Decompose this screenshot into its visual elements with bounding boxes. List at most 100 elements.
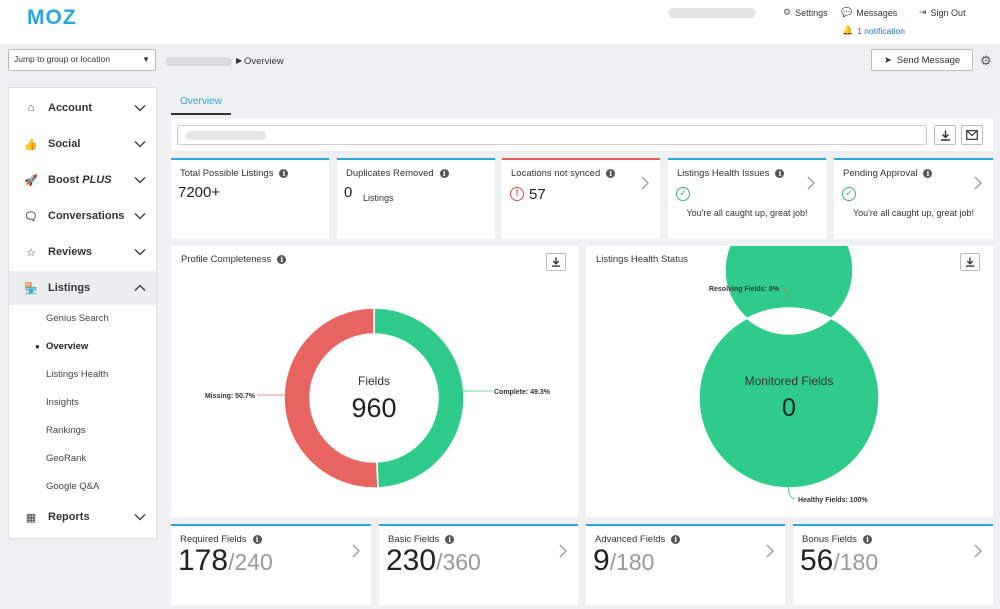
advanced-fields-card[interactable]: Advanced Fields i 9/180	[586, 524, 785, 605]
card-title: Bonus Fields	[802, 534, 857, 545]
sidebar-sub-genius-search[interactable]: Genius Search	[46, 313, 109, 324]
page-settings-gear-icon[interactable]: ⚙	[980, 53, 992, 68]
download-chart-button[interactable]	[546, 253, 566, 271]
sidebar-sub-listings-health[interactable]: Listings Health	[46, 369, 109, 380]
download-chart-button[interactable]	[960, 253, 980, 271]
toolbar: Jump to group or location ▼ ▶ Overview ➤…	[0, 44, 1000, 78]
chevron-down-icon	[134, 249, 146, 256]
resolving-leader-line	[781, 287, 789, 301]
chevron-up-icon	[134, 284, 146, 291]
profile-slice-complete[interactable]	[373, 307, 465, 489]
card-title: Basic Fields	[388, 534, 440, 545]
download-icon	[965, 257, 975, 267]
sidebar-item-label: Account	[48, 102, 92, 114]
basic-fields-card[interactable]: Basic Fields i 230/360	[379, 524, 578, 605]
stat-value: 230	[386, 544, 437, 577]
notification-label: 1 notification	[857, 25, 905, 36]
sidebar-sub-rankings[interactable]: Rankings	[46, 425, 86, 436]
filter-row	[171, 119, 993, 151]
sidebar-item-account[interactable]: ⌂ Account	[9, 91, 156, 125]
check-circle-icon: ✓	[676, 187, 690, 201]
filter-value-redacted	[186, 131, 266, 140]
locations-not-synced-card[interactable]: Locations not synced i ! 57	[502, 158, 660, 239]
moz-logo[interactable]: MOZ	[27, 6, 77, 29]
bonus-fields-card[interactable]: Bonus Fields i 56/180	[793, 524, 993, 605]
jump-to-location-select[interactable]: Jump to group or location ▼	[8, 49, 156, 71]
required-fields-card[interactable]: Required Fields i 178/240	[171, 524, 371, 605]
caught-up-message: You're all caught up, great job!	[853, 208, 974, 218]
location-filter-input[interactable]	[177, 125, 927, 145]
info-icon[interactable]: i	[439, 169, 449, 178]
info-icon[interactable]: i	[671, 535, 681, 544]
info-icon[interactable]: i	[606, 169, 616, 178]
send-message-label: Send Message	[896, 54, 961, 66]
star-icon: ☆	[26, 246, 36, 259]
chevron-down-icon	[134, 514, 146, 521]
info-icon[interactable]: i	[445, 535, 455, 544]
gear-icon: ⚙	[783, 7, 792, 17]
download-icon	[551, 257, 561, 267]
card-title: Required Fields	[180, 534, 247, 545]
info-icon[interactable]: i	[923, 169, 933, 178]
profile-completeness-donut: Missing: 50.7% Complete: 49.3% Fields 96…	[205, 307, 551, 489]
info-icon[interactable]: i	[862, 535, 872, 544]
sign-out-label: Sign Out	[930, 7, 966, 18]
sign-out-link[interactable]: ⇥ Sign Out	[919, 7, 966, 18]
sidebar-sub-overview[interactable]: Overview	[46, 341, 89, 352]
healthy-leader-line	[787, 483, 796, 500]
not-synced-value: 57	[529, 186, 546, 203]
pending-approval-card[interactable]: Pending Approval i ✓ You're all caught u…	[834, 158, 993, 239]
sidebar-item-social[interactable]: 👍 Social	[9, 127, 156, 161]
chevron-right-icon	[352, 544, 360, 558]
info-icon[interactable]: i	[279, 169, 289, 178]
donut-center-label: Fields	[358, 374, 390, 388]
listings-health-issues-card[interactable]: Listings Health Issues i ✓ You're all ca…	[668, 158, 826, 239]
chevron-right-icon	[559, 544, 567, 558]
sidebar-item-label: Conversations	[48, 210, 125, 222]
sidebar-item-reviews[interactable]: ☆ Reviews	[9, 235, 156, 269]
card-title: Locations not synced	[511, 168, 601, 179]
jump-select-text: Jump to group or location	[14, 54, 110, 64]
complete-label: Complete: 49.3%	[494, 389, 551, 396]
duplicates-value: 0	[344, 184, 353, 201]
info-icon[interactable]: i	[277, 255, 287, 264]
notification-link[interactable]: 🔔 1 notification	[842, 25, 905, 36]
breadcrumb-caret-icon: ▶	[236, 56, 243, 65]
donut-center-label: Monitored Fields	[745, 374, 834, 388]
sidebar-sub-google-qa[interactable]: Google Q&A	[46, 481, 100, 492]
sidebar-item-reports[interactable]: ▦ Reports	[9, 500, 156, 534]
rocket-icon: 🚀	[24, 174, 38, 187]
caught-up-message: You're all caught up, great job!	[686, 208, 808, 218]
sidebar-item-conversations[interactable]: 🗨 Conversations	[9, 199, 156, 233]
settings-link[interactable]: ⚙ Settings	[783, 7, 828, 18]
sidebar-sub-insights[interactable]: Insights	[46, 397, 79, 408]
profile-slice-missing[interactable]	[283, 307, 379, 489]
total-listings-value: 7200+	[178, 184, 221, 201]
alert-circle-icon: !	[510, 187, 524, 201]
caret-down-icon: ▼	[142, 55, 150, 64]
donut-center-value: 0	[782, 394, 796, 422]
total-listings-card: Total Possible Listings i 7200+	[171, 158, 329, 239]
send-message-button[interactable]: ➤ Send Message	[871, 49, 973, 71]
envelope-icon	[966, 130, 978, 140]
sidebar-item-boost-plus[interactable]: 🚀 Boost PLUS	[9, 163, 156, 197]
stat-value: 9	[593, 544, 610, 577]
sidebar-sub-georank[interactable]: GeoRank	[46, 453, 87, 464]
listings-health-donut: Resolving Fields: 0% Healthy Fields: 100…	[698, 246, 880, 504]
chevron-right-icon	[641, 176, 649, 190]
info-icon[interactable]: i	[252, 535, 262, 544]
email-button[interactable]	[961, 125, 983, 145]
stat-value: 56	[800, 544, 834, 577]
sidebar-item-label: Social	[48, 138, 81, 150]
breadcrumb-location-redacted[interactable]	[166, 57, 232, 66]
download-button[interactable]	[934, 125, 956, 145]
chart-icon: ▦	[25, 511, 37, 524]
stat-total: /240	[228, 549, 273, 575]
messages-label: Messages	[856, 7, 898, 18]
health-slice-healthy-fields[interactable]	[698, 246, 880, 489]
info-icon[interactable]: i	[775, 169, 785, 178]
chat-icon: 🗨	[24, 210, 38, 223]
messages-link[interactable]: 💬 Messages	[841, 7, 897, 18]
sidebar-item-listings[interactable]: 🏪 Listings	[9, 271, 156, 305]
tab-overview[interactable]: Overview	[171, 95, 231, 115]
